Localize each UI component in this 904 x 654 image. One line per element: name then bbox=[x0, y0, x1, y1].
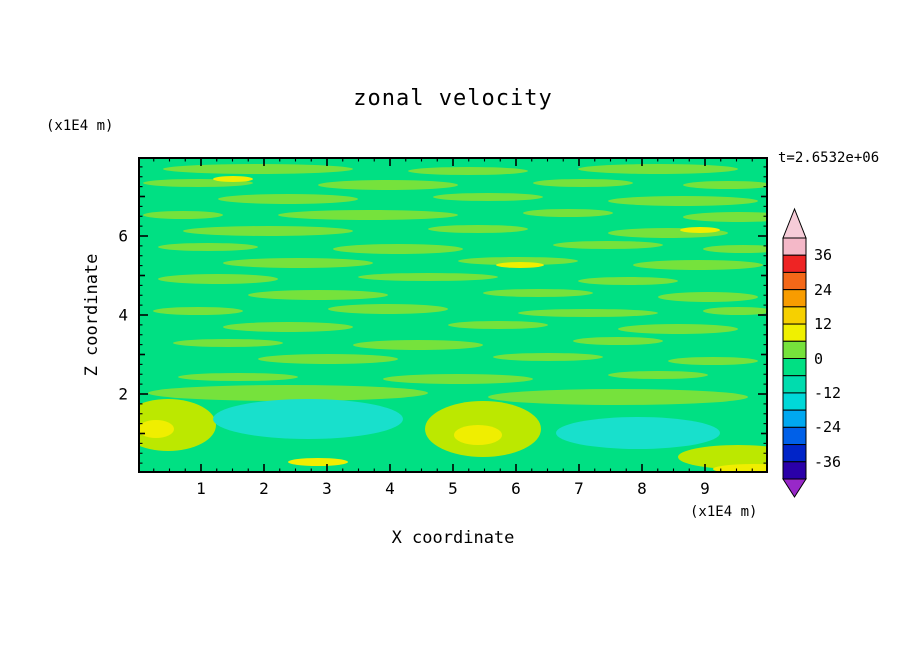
colorbar-bottom-arrow bbox=[782, 478, 807, 498]
y-tick-label: 2 bbox=[118, 384, 128, 404]
x-tick-label: 1 bbox=[196, 479, 206, 498]
x-tick-label: 5 bbox=[448, 479, 458, 498]
y-axis-label: Z coordinate bbox=[82, 253, 102, 377]
colorbar-label: -36 bbox=[814, 452, 842, 471]
colorbar bbox=[782, 207, 807, 498]
colorbar-label: -24 bbox=[814, 418, 842, 437]
contour-plot bbox=[138, 157, 768, 473]
colorbar-label: 36 bbox=[814, 246, 833, 265]
plot-title: zonal velocity bbox=[353, 86, 553, 111]
y-tick-label: 6 bbox=[118, 226, 128, 246]
colorbar-label: 24 bbox=[814, 280, 833, 299]
colorbar-label: 0 bbox=[814, 349, 824, 368]
y-axis-units: (x1E4 m) bbox=[46, 118, 114, 134]
y-tick-label: 4 bbox=[118, 305, 128, 325]
x-tick-label: 7 bbox=[574, 479, 584, 498]
x-tick-label: 4 bbox=[385, 479, 395, 498]
contour-field bbox=[138, 157, 768, 473]
x-axis-units: (x1E4 m) bbox=[690, 504, 758, 520]
x-axis-label: X coordinate bbox=[391, 528, 515, 548]
timestamp-label: t=2.6532e+06 bbox=[778, 150, 880, 166]
x-tick-label: 6 bbox=[511, 479, 521, 498]
colorbar-top-arrow bbox=[782, 207, 807, 239]
colorbar-label: -12 bbox=[814, 383, 842, 402]
x-tick-label: 8 bbox=[637, 479, 647, 498]
x-tick-label: 2 bbox=[259, 479, 269, 498]
colorbar-label: 12 bbox=[814, 315, 833, 334]
x-tick-label: 3 bbox=[322, 479, 332, 498]
x-tick-label: 9 bbox=[700, 479, 710, 498]
